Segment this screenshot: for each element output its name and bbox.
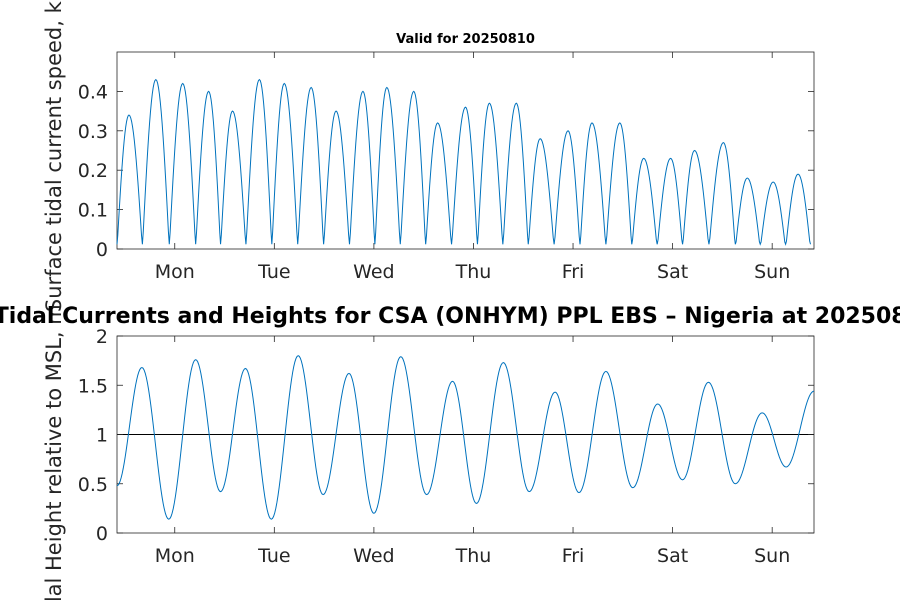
current-speed-title: Valid for 20250810 — [396, 32, 535, 47]
tidal-height-y-tick-label: 1 — [96, 425, 108, 447]
tidal-height-x-tick-label: Sat — [657, 545, 688, 567]
tidal-height-x-tick-label: Thu — [455, 545, 492, 567]
tidal-height-x-tick-label: Tue — [257, 545, 290, 567]
current-speed-x-tick-label: Tue — [257, 261, 290, 283]
current-speed-series-line — [116, 78, 811, 246]
current-speed-y-tick-label: 0 — [96, 239, 108, 261]
current-speed-x-tick-label: Mon — [155, 261, 195, 283]
current-speed-x-tick-label: Fri — [562, 261, 585, 283]
current-speed-y-axis-label: Surface tidal current speed, kn — [42, 0, 66, 312]
current-speed-axes: Valid for 20250810 0 0.1 0.2 0.3 0.4 Mon Tue W… — [42, 0, 815, 312]
current-speed-y-ticks: 0 0.1 0.2 0.3 0.4 — [78, 81, 814, 261]
tidal-height-x-tick-label: Wed — [353, 545, 394, 567]
tidal-height-series-line — [116, 355, 815, 520]
figure-main-title: Tidal Currents and Heights for CSA (ONHY… — [0, 304, 900, 329]
current-speed-plot-frame — [116, 51, 815, 250]
current-speed-x-tick-label: Sat — [657, 261, 688, 283]
tidal-height-y-tick-label: 0.5 — [78, 474, 108, 496]
tidal-height-x-tick-label: Sun — [754, 545, 790, 567]
current-speed-y-tick-label: 0.1 — [78, 200, 108, 222]
current-speed-y-tick-label: 0.4 — [78, 81, 108, 103]
tidal-height-x-ticks: Mon Tue Wed Thu Fri Sat Sun — [155, 336, 790, 567]
tidal-height-y-ticks: 0 0.5 1 1.5 2 — [78, 326, 814, 545]
tidal-height-x-tick-label: Mon — [155, 545, 195, 567]
current-speed-x-tick-label: Sun — [754, 261, 790, 283]
tidal-height-x-tick-label: Fri — [562, 545, 585, 567]
tidal-height-y-tick-label: 2 — [96, 326, 108, 348]
current-speed-y-tick-label: 0.3 — [78, 121, 108, 143]
current-speed-x-tick-label: Wed — [353, 261, 394, 283]
current-speed-x-tick-label: Thu — [455, 261, 492, 283]
tidal-height-y-axis-label: Tidal Height relative to MSL, m — [42, 304, 66, 600]
tidal-height-y-tick-label: 1.5 — [78, 375, 108, 397]
current-speed-y-tick-label: 0.2 — [78, 160, 108, 182]
current-speed-x-ticks: Mon Tue Wed Thu Fri Sat Sun — [155, 52, 790, 283]
tidal-height-axes: 0 0.5 1 1.5 2 Mon Tue Wed Thu Fri Sat Sun Tidal He… — [42, 304, 815, 600]
tidal-height-y-tick-label: 0 — [96, 523, 108, 545]
